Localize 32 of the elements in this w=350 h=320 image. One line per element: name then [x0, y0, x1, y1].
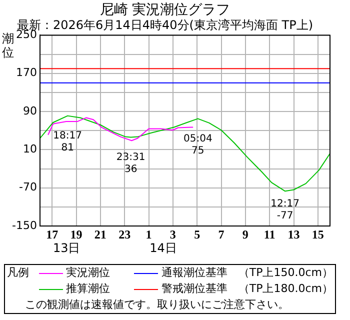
text: 14日 — [150, 241, 177, 256]
y-tick-label: 170 — [16, 66, 37, 80]
x-tick-label: 13 — [288, 227, 300, 242]
annotation: 05:04 75 — [183, 133, 212, 156]
x-tick-label: 5 — [194, 227, 200, 242]
x-tick-label: 9 — [242, 227, 248, 242]
y-tick-label: 90 — [23, 104, 37, 118]
x-tick-label: 19 — [70, 227, 82, 242]
x-tick-label: 15 — [312, 227, 324, 242]
legend-label: 実況潮位 — [64, 265, 111, 281]
legend-label: 警戒潮位基準 （TP上180.0cm） — [160, 281, 333, 297]
legend-title: 凡例 — [7, 265, 30, 281]
x-tick-label: 11 — [264, 227, 276, 242]
annotation: 18:17 81 — [53, 130, 82, 154]
y-tick-label: 10 — [23, 142, 37, 156]
x-tick-label: 21 — [94, 227, 106, 242]
y-axis-title: 潮位 — [2, 31, 14, 60]
x-tick-label: 7 — [218, 227, 224, 242]
legend-label: 通報潮位基準 （TP上150.0cm） — [160, 265, 333, 281]
x-tick-label: 3 — [170, 227, 176, 242]
text: この観測値は速報値です。取り扱いにご注意下さい。 — [24, 297, 290, 313]
legend-label: 推算潮位 — [64, 281, 111, 297]
annotation: 12:17 -77 — [270, 198, 300, 222]
text: 13日 — [52, 241, 80, 256]
y-tick-label: -70 — [19, 180, 37, 194]
x-tick-label: 17 — [46, 227, 58, 242]
annotation: 23:31 36 — [116, 152, 146, 175]
y-tick-label: 250 — [16, 28, 37, 42]
chart-title: 尼崎 実況潮位グラフ — [100, 2, 230, 18]
x-tick-label: 1 — [146, 227, 152, 242]
y-tick-label: -150 — [12, 218, 37, 232]
x-tick-label: 23 — [118, 227, 131, 242]
